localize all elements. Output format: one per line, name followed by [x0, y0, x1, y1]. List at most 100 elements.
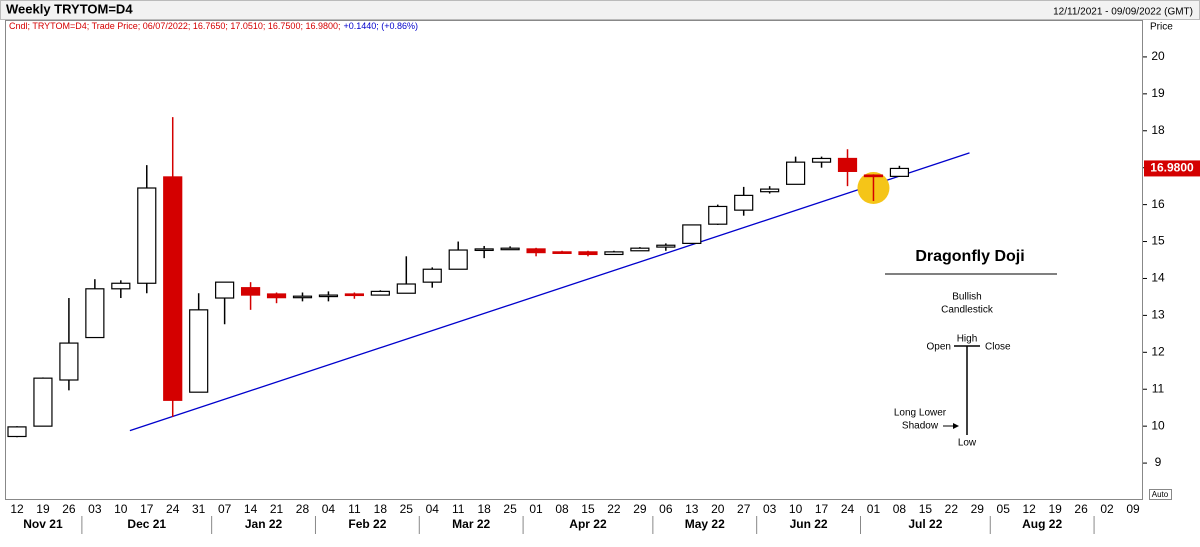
x-tick-label: 09 — [1126, 502, 1140, 516]
candle-body — [682, 224, 702, 244]
x-tick-label: 29 — [971, 502, 985, 516]
y-tick-label: 14 — [1151, 271, 1165, 285]
annotation-title: Dragonfly Doji — [915, 248, 1024, 265]
x-tick-label: 12 — [1023, 502, 1037, 516]
candle-body — [292, 295, 313, 299]
candle-body — [837, 157, 858, 172]
month-label: Apr 22 — [569, 517, 607, 531]
x-tick-label: 08 — [893, 502, 907, 516]
candle-body — [474, 248, 494, 252]
annotation-subtitle: Candlestick — [941, 305, 994, 316]
y-tick-label: 19 — [1151, 86, 1165, 100]
x-tick-label: 20 — [711, 502, 725, 516]
annotation-subtitle: Bullish — [952, 292, 981, 303]
month-label: Nov 21 — [23, 517, 63, 531]
candle-body — [863, 174, 884, 178]
x-tick-label: 10 — [114, 502, 128, 516]
candle-body — [552, 251, 572, 254]
legend-change: +0.1440; (+0.86%) — [343, 21, 418, 31]
x-tick-label: 21 — [270, 502, 284, 516]
candle-body — [189, 309, 209, 393]
y-tick-label: 9 — [1155, 455, 1162, 469]
candle-body — [266, 293, 287, 299]
chart-title: Weekly TRYTOM=D4 — [6, 1, 133, 16]
candle-body — [656, 244, 676, 248]
month-label: May 22 — [685, 517, 725, 531]
x-tick-label: 10 — [789, 502, 803, 516]
candle-body — [811, 157, 832, 163]
x-tick-label: 06 — [659, 502, 673, 516]
x-tick-label: 22 — [945, 502, 959, 516]
candle-body — [7, 426, 27, 438]
candle-body — [760, 188, 780, 193]
candle-body — [240, 287, 261, 296]
date-range: 12/11/2021 - 09/09/2022 (GMT) — [1053, 7, 1193, 18]
header-bar — [0, 0, 1200, 20]
y-tick-label: 12 — [1151, 344, 1165, 358]
x-tick-label: 24 — [841, 502, 855, 516]
diagram-low: Low — [958, 438, 977, 449]
y-tick-label: 10 — [1151, 418, 1165, 432]
candle-body — [344, 293, 364, 297]
trendline — [129, 152, 970, 432]
x-tick-label: 11 — [348, 502, 361, 516]
x-tick-label: 28 — [296, 502, 310, 516]
x-tick-label: 12 — [10, 502, 24, 516]
candle-body — [85, 288, 105, 339]
x-tick-label: 22 — [607, 502, 621, 516]
candle-body — [370, 290, 390, 296]
x-tick-label: 03 — [763, 502, 777, 516]
candle-body — [163, 176, 183, 401]
x-tick-label: 19 — [1048, 502, 1062, 516]
x-tick-label: 18 — [374, 502, 388, 516]
x-tick-label: 02 — [1100, 502, 1114, 516]
x-tick-label: 15 — [581, 502, 595, 516]
y-tick-label: 11 — [1152, 381, 1165, 395]
x-tick-label: 31 — [192, 502, 206, 516]
x-tick-label: 14 — [244, 502, 258, 516]
x-tick-label: 19 — [36, 502, 50, 516]
candle-body — [422, 268, 442, 283]
candle-body — [448, 249, 468, 270]
y-tick-label: 20 — [1151, 49, 1165, 63]
y-axis-label: Price — [1150, 22, 1173, 33]
candle-body — [786, 161, 806, 185]
x-tick-label: 11 — [452, 502, 465, 516]
diagram-shadow-label: Shadow — [902, 421, 939, 432]
x-tick-label: 05 — [997, 502, 1011, 516]
candle-body — [630, 247, 650, 252]
x-tick-label: 17 — [140, 502, 154, 516]
x-tick-label: 07 — [218, 502, 232, 516]
x-tick-label: 01 — [529, 502, 543, 516]
candle-body — [500, 247, 520, 251]
candle-body — [734, 194, 754, 211]
x-tick-label: 18 — [477, 502, 491, 516]
x-tick-label: 03 — [88, 502, 102, 516]
month-label: Jun 22 — [790, 517, 828, 531]
candle-body — [604, 251, 624, 256]
y-tick-label: 16 — [1151, 197, 1165, 211]
candle-body — [396, 283, 416, 294]
x-tick-label: 25 — [400, 502, 414, 516]
month-label: Feb 22 — [348, 517, 386, 531]
month-label: Dec 21 — [127, 517, 166, 531]
auto-button[interactable] — [1149, 489, 1172, 500]
candle-body — [889, 167, 910, 177]
x-tick-label: 25 — [503, 502, 517, 516]
legend: Cndl; TRYTOM=D4; Trade Price; 06/07/2022… — [9, 21, 418, 31]
x-tick-label: 26 — [1074, 502, 1088, 516]
x-tick-label: 26 — [62, 502, 76, 516]
y-tick-label: 13 — [1151, 308, 1165, 322]
diagram-open: Open — [927, 342, 951, 353]
x-tick-label: 29 — [633, 502, 647, 516]
x-tick-label: 04 — [426, 502, 440, 516]
legend-text: Cndl; TRYTOM=D4; Trade Price; 06/07/2022… — [9, 21, 340, 31]
candle-body — [215, 281, 235, 299]
candle-body — [526, 248, 546, 254]
x-tick-label: 08 — [555, 502, 569, 516]
candle-body — [59, 342, 79, 381]
auto-label: Auto — [1152, 490, 1169, 499]
diagram-high: High — [957, 334, 978, 345]
candle-body — [111, 282, 131, 290]
